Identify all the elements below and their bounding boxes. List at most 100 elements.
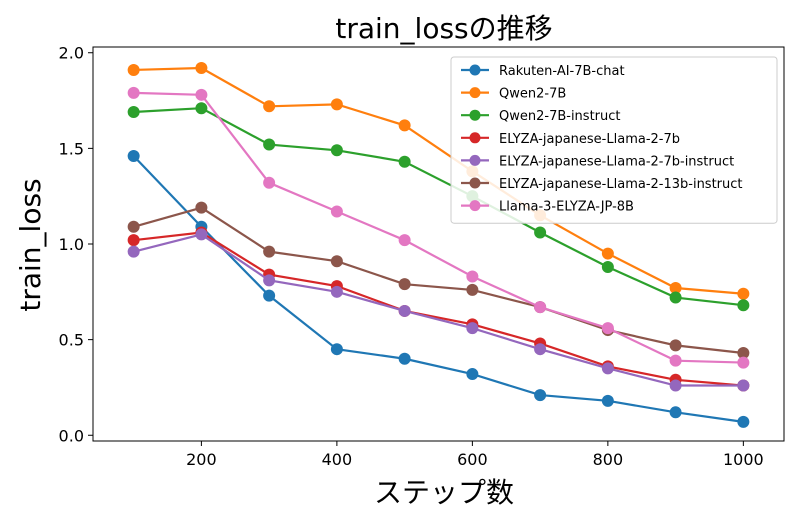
y-tick-label: 1.0 (59, 235, 84, 254)
legend-entry: ELYZA-japanese-Llama-2-7b-instruct (461, 154, 734, 169)
data-point (263, 245, 276, 258)
legend-label: Qwen2-7B-instruct (499, 109, 621, 124)
series-ELYZA-japanese-Llama-2-7b-instruct (127, 228, 750, 392)
series-Qwen2-7B-instruct (127, 102, 750, 312)
data-point (601, 247, 614, 260)
data-point (737, 379, 750, 392)
data-point (195, 228, 208, 241)
legend-swatch-marker (469, 109, 481, 121)
x-tick-label: 600 (457, 450, 488, 469)
legend-entry: Qwen2-7B (461, 87, 566, 102)
data-point (398, 234, 411, 247)
series-ELYZA-japanese-Llama-2-13b-instruct (127, 201, 750, 360)
data-point (669, 354, 682, 367)
series-line (133, 233, 744, 387)
series-line (133, 91, 744, 364)
legend-label: ELYZA-japanese-Llama-2-7b (499, 132, 680, 147)
legend-frame (450, 56, 778, 224)
legend-entry: Llama-3-ELYZA-JP-8B (461, 200, 634, 215)
data-point (127, 106, 140, 119)
data-point (737, 347, 750, 360)
legend-label: Rakuten-AI-7B-chat (499, 64, 625, 79)
series-Rakuten-AI-7B-chat (127, 150, 750, 428)
data-point (737, 299, 750, 312)
data-point (737, 356, 750, 369)
x-tick-label: 200 (186, 450, 217, 469)
data-point (398, 278, 411, 291)
data-point (330, 285, 343, 298)
data-point (737, 415, 750, 428)
legend-entry: ELYZA-japanese-Llama-2-7b (461, 132, 680, 147)
data-point (127, 150, 140, 163)
data-point (466, 283, 479, 296)
data-point (737, 287, 750, 300)
data-point (534, 343, 547, 356)
data-point (466, 270, 479, 283)
data-point (398, 155, 411, 168)
data-point (534, 389, 547, 402)
data-point (466, 322, 479, 335)
legend-swatch-marker (469, 132, 481, 144)
data-point (195, 88, 208, 101)
y-tick-label: 0.5 (59, 331, 84, 350)
data-point (195, 62, 208, 75)
legend: Rakuten-AI-7B-chat Qwen2-7B Qwen2-7B-instr… (450, 56, 778, 224)
x-tick-label: 1000 (723, 450, 764, 469)
data-point (263, 100, 276, 113)
legend-entry: ELYZA-japanese-Llama-2-13b-instruct (461, 177, 743, 192)
data-point (601, 322, 614, 335)
data-point (195, 102, 208, 115)
y-tick-label: 0.0 (59, 426, 84, 445)
series-line (133, 231, 744, 387)
data-point (195, 201, 208, 214)
legend-entry: Qwen2-7B-instruct (461, 109, 621, 124)
legend-label: ELYZA-japanese-Llama-2-13b-instruct (499, 177, 743, 192)
data-point (669, 379, 682, 392)
data-point (330, 144, 343, 157)
data-point (398, 352, 411, 365)
legend-swatch-marker (469, 64, 481, 76)
series-line (133, 107, 744, 307)
legend-swatch-marker (469, 200, 481, 212)
data-point (330, 205, 343, 218)
data-point (263, 274, 276, 287)
chart-title: train_lossの推移 (335, 12, 552, 45)
series-line (132, 155, 744, 423)
data-point (127, 245, 140, 258)
data-point (669, 291, 682, 304)
y-axis-label: train_loss (14, 178, 47, 311)
x-tick-label: 400 (322, 450, 353, 469)
data-point (601, 362, 614, 375)
data-point (127, 86, 140, 99)
y-tick-label: 1.5 (59, 139, 84, 158)
legend-label: ELYZA-japanese-Llama-2-7b-instruct (499, 154, 734, 169)
series-line (133, 206, 744, 355)
data-point (398, 304, 411, 317)
data-point (466, 368, 479, 381)
x-tick-label: 800 (593, 450, 624, 469)
data-point (263, 176, 276, 189)
legend-swatch-marker (469, 154, 481, 166)
legend-swatch-marker (469, 87, 481, 99)
data-point (330, 98, 343, 111)
data-point (127, 234, 140, 247)
data-point (669, 281, 682, 294)
data-point (534, 301, 547, 314)
data-point (330, 255, 343, 268)
y-tick-label: 2.0 (59, 44, 84, 63)
axes: 200 400 600 800 1000 0.0 0.5 1.0 1.5 2.0 (59, 44, 785, 469)
series-layer (127, 62, 750, 428)
legend-swatch-marker (469, 177, 481, 189)
data-point (127, 220, 140, 233)
legend-entry: Rakuten-AI-7B-chat (461, 64, 625, 79)
data-point (669, 406, 682, 419)
data-point (534, 226, 547, 239)
series-Llama-3-ELYZA-JP-8B (127, 86, 750, 369)
data-point (263, 289, 276, 302)
data-point (601, 260, 614, 273)
data-point (398, 119, 411, 132)
data-point (669, 339, 682, 352)
data-point (127, 63, 140, 76)
